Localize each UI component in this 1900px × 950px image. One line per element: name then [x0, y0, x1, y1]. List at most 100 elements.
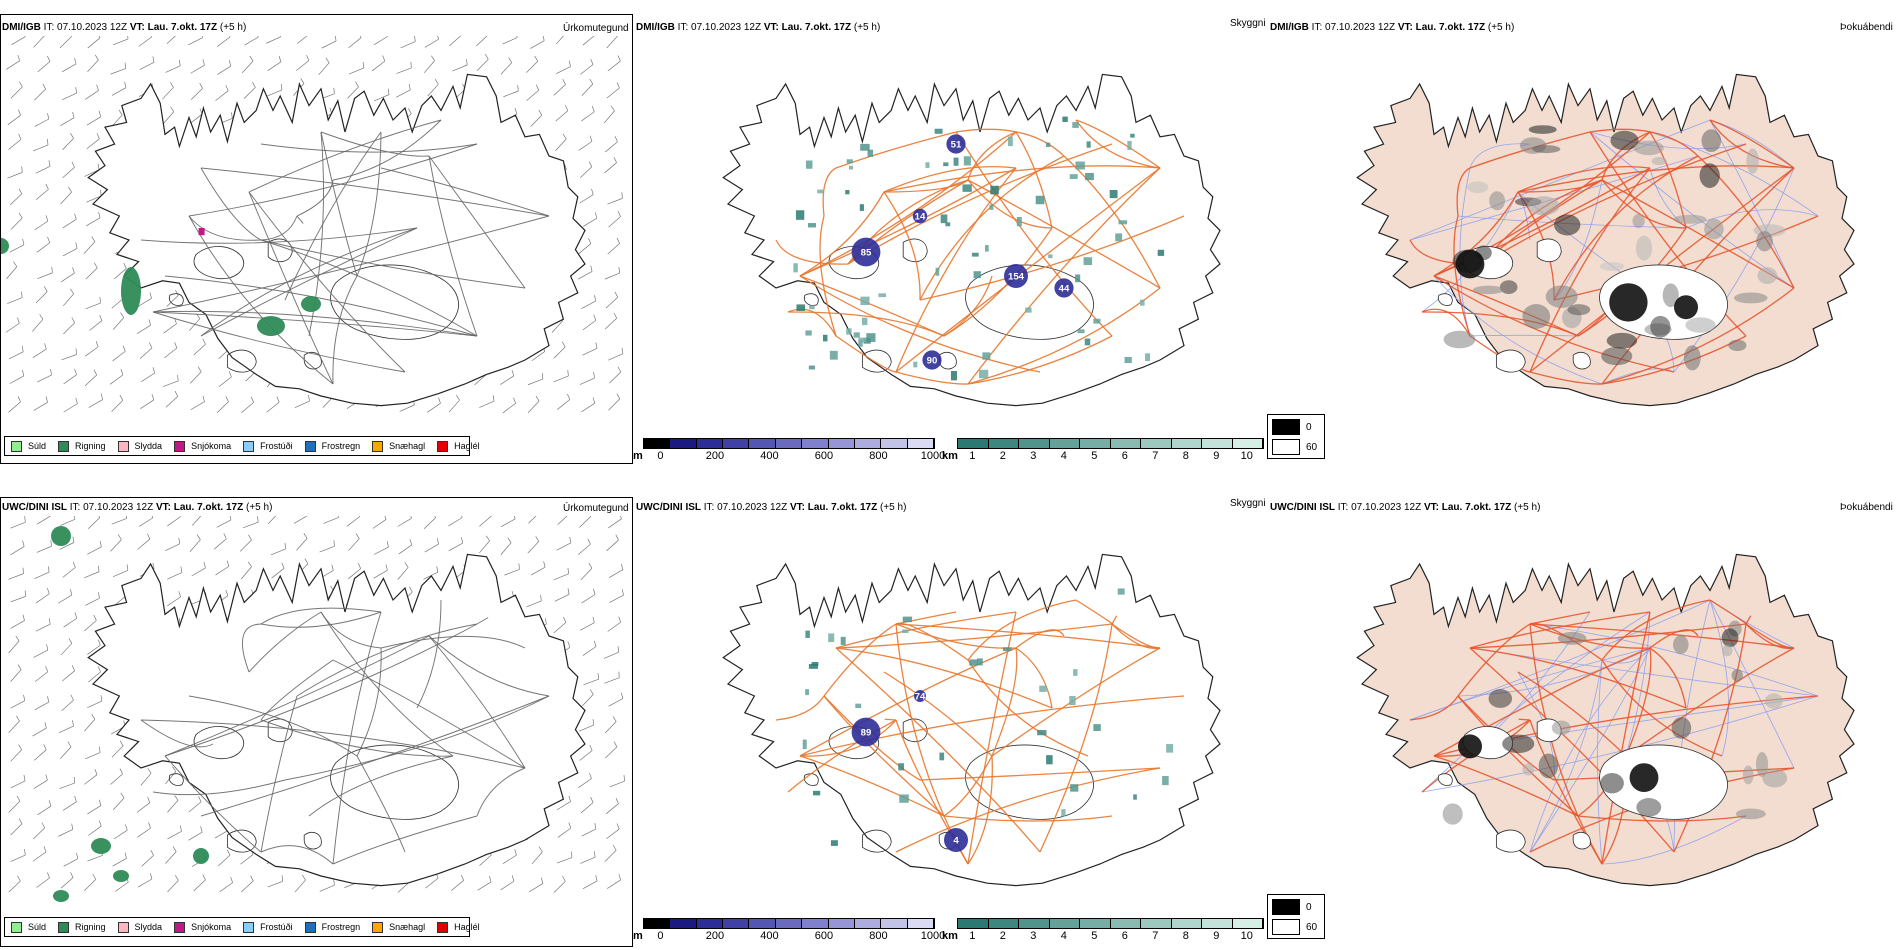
- wind-barb: [136, 802, 151, 813]
- wind-barb: [577, 271, 593, 280]
- wind-barb: [62, 92, 77, 101]
- wind-barb: [267, 516, 277, 524]
- wind-barb-flag: [39, 314, 44, 320]
- visibility-cell: [878, 293, 887, 298]
- wind-barb-flag: [70, 36, 72, 37]
- wind-barb: [500, 518, 516, 527]
- glacier-outline: [303, 351, 322, 370]
- wind-barb: [502, 854, 517, 864]
- wind-barb: [10, 521, 26, 529]
- wind-barb-flag: [67, 741, 72, 748]
- road-line: [320, 131, 358, 277]
- wind-barb: [243, 521, 259, 529]
- visibility-cell: [1046, 755, 1053, 765]
- wind-barb-flag: [74, 213, 77, 220]
- colorbar-bin: [907, 919, 934, 928]
- wind-barb: [266, 402, 280, 413]
- road-line: [799, 275, 1041, 373]
- wind-barb: [347, 86, 359, 99]
- wind-barb-flag: [589, 135, 593, 142]
- wind-barb-flag: [22, 614, 25, 621]
- iceland-group: 89 4 74: [722, 553, 1221, 887]
- visibility-cell: [805, 160, 813, 169]
- visibility-cell: [1124, 356, 1132, 364]
- glacier-outline: [330, 744, 459, 820]
- visibility-cell: [1062, 116, 1068, 122]
- wind-barb: [112, 38, 129, 46]
- visibility-colorbar-2: km 1 2 3 4 5 6 7 8 9 10: [942, 918, 1267, 946]
- fog-index-cell: [1636, 798, 1662, 817]
- wind-barb: [85, 752, 101, 760]
- visibility-cell: [973, 271, 981, 279]
- visibility-cell: [1035, 195, 1045, 205]
- road-line: [1517, 165, 1651, 193]
- wind-barb: [607, 621, 621, 632]
- wind-barb-flag: [71, 823, 74, 830]
- fog-index-cell: [1527, 196, 1560, 216]
- colorbar-bin: [1019, 919, 1050, 928]
- visibility-cell: [953, 157, 959, 166]
- colorbar-bin: [644, 439, 671, 448]
- road-line: [320, 611, 382, 649]
- wind-barb-flag: [47, 566, 50, 573]
- colorbar-bin: [1202, 919, 1233, 928]
- wind-barb: [10, 620, 25, 629]
- wind-barb: [88, 825, 102, 836]
- road-line: [164, 755, 262, 853]
- wind-barb-flag: [409, 586, 413, 593]
- wind-barb-flag: [99, 297, 101, 304]
- visibility-cell: [1085, 172, 1094, 181]
- colorbar-tick-label: 800: [869, 930, 888, 942]
- wind-barb: [294, 400, 310, 409]
- wind-barb: [267, 61, 282, 72]
- wind-barb-flag: [621, 692, 624, 699]
- road-line: [260, 215, 298, 241]
- road-line: [1111, 615, 1118, 625]
- cloudbase-cell: [1054, 278, 1074, 298]
- wind-barb: [581, 402, 595, 413]
- wind-barb: [556, 36, 564, 45]
- colorbar-strip: [643, 918, 935, 929]
- wind-barb-flag: [408, 108, 412, 114]
- wind-barb: [448, 542, 463, 552]
- fog-index-cell: [1488, 689, 1513, 708]
- wind-barb-flag: [18, 109, 21, 116]
- visibility-cell: [808, 223, 817, 228]
- wind-barb-flag: [589, 744, 593, 751]
- road-line: [835, 611, 1017, 649]
- wind-barb-flag: [126, 516, 128, 519]
- wind-barb: [451, 880, 464, 891]
- wind-barb-flag: [409, 539, 413, 545]
- wind-barb-flag: [535, 84, 540, 91]
- colorbar-bin: [854, 439, 882, 448]
- wind-barb: [244, 36, 259, 46]
- wind-barb-flag: [385, 564, 388, 571]
- wind-barb-flag: [24, 36, 26, 37]
- wind-barb: [10, 86, 23, 99]
- wind-barb-flag: [228, 60, 232, 67]
- road-line: [1481, 143, 1747, 265]
- wind-barb-flag: [621, 589, 624, 596]
- visibility-cell: [858, 340, 863, 347]
- wind-barb-flag: [410, 516, 412, 519]
- fog-legend-label: 60: [1306, 921, 1318, 933]
- wind-barb-flag: [70, 872, 74, 878]
- wind-barb-flag: [147, 797, 151, 803]
- fog-index-cell: [1722, 644, 1733, 657]
- wind-barb: [36, 877, 50, 888]
- colorbar-bin: [1049, 439, 1080, 448]
- road-line: [200, 167, 550, 217]
- wind-barb-flag: [198, 796, 202, 803]
- wind-barb: [553, 346, 566, 359]
- visibility-cell: [866, 333, 876, 342]
- road-line: [1601, 611, 1651, 865]
- legend-swatch: [58, 440, 70, 452]
- precip-legend-item: Súld: [11, 921, 46, 933]
- visibility-cell: [902, 616, 912, 623]
- glacier: [1437, 293, 1453, 306]
- fog-index-cell: [1528, 125, 1557, 134]
- glacier-outline: [168, 773, 184, 786]
- wind-barb: [165, 396, 178, 408]
- wind-barb: [241, 402, 254, 414]
- road-line: [140, 719, 214, 748]
